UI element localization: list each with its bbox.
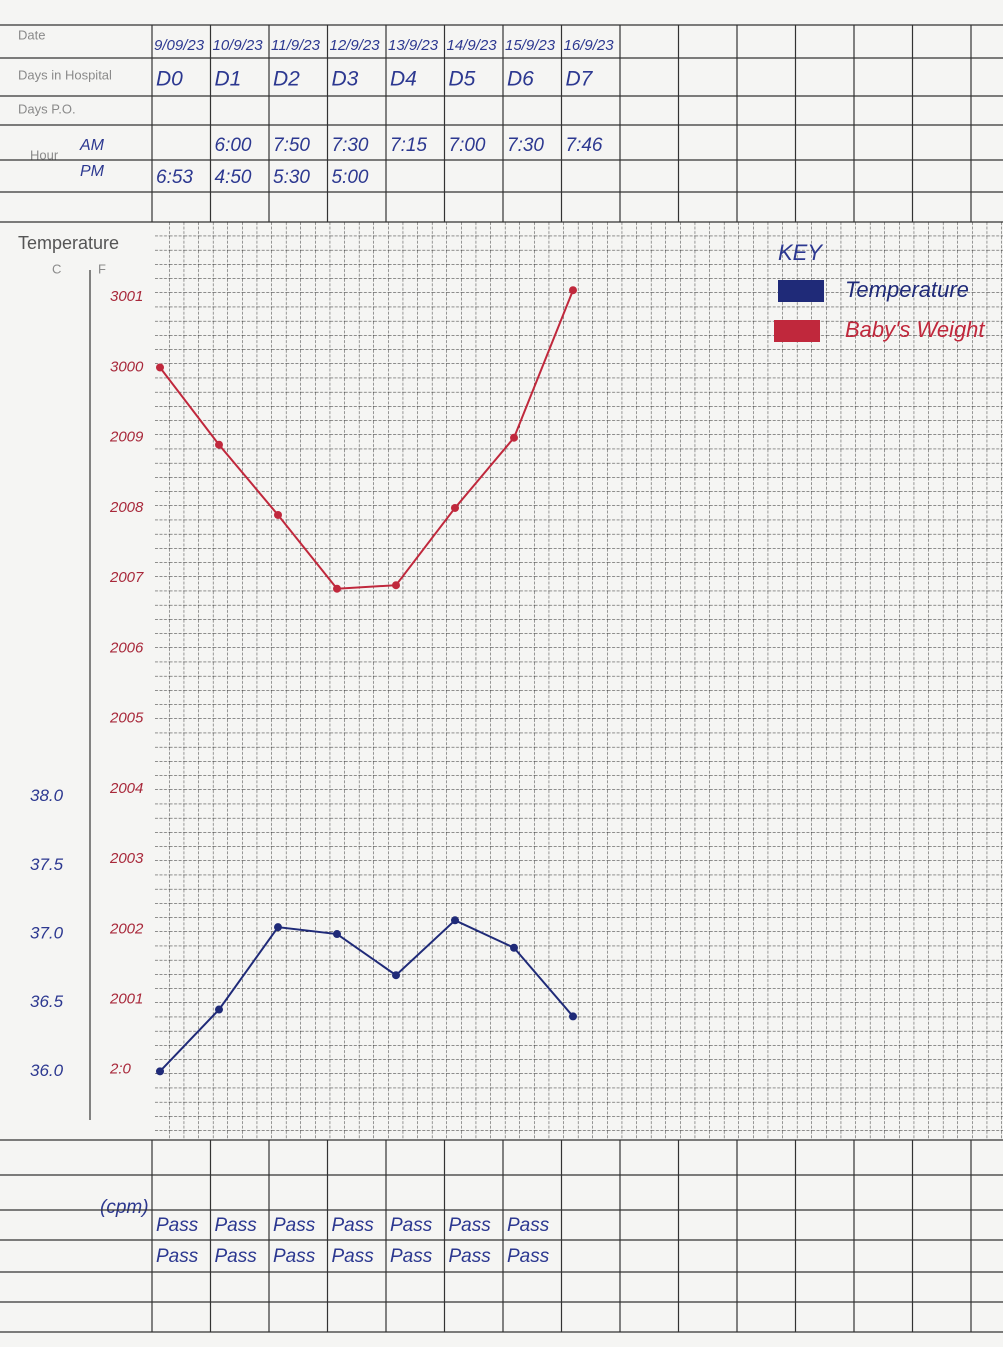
chart-sheet: Date Days in Hospital Days P.O. Hour AM … — [0, 0, 1003, 1347]
data-point — [510, 944, 518, 952]
data-point — [451, 916, 459, 924]
checks_2-cell: Pass — [273, 1246, 316, 1267]
y-axis-title: Temperature — [18, 233, 119, 253]
checks_1-cell: Pass — [332, 1215, 375, 1236]
checks_2-cell: Pass — [332, 1246, 375, 1267]
data-point — [451, 504, 459, 512]
data-point — [569, 1012, 577, 1020]
days-cell: D6 — [507, 68, 534, 91]
data-point — [333, 930, 341, 938]
y2-tick-label: 3000 — [110, 358, 144, 375]
data-point — [510, 434, 518, 442]
days-cell: D4 — [390, 68, 417, 91]
data-point — [333, 585, 341, 593]
y2-tick-label: 2006 — [109, 639, 144, 656]
days-cell: D3 — [332, 68, 359, 91]
y2-tick-label: 2:0 — [109, 1061, 132, 1078]
y2-tick-label: 2009 — [109, 429, 144, 446]
legend-label: Baby's Weight — [845, 317, 985, 342]
y2-tick-label: 2002 — [109, 920, 144, 937]
x-tick-label: 16/9/23 — [564, 37, 615, 54]
checks_2-cell: Pass — [215, 1246, 258, 1267]
am-cell: 7:30 — [332, 135, 369, 156]
y2-tick-label: 2007 — [109, 569, 144, 586]
y-unit: C — [52, 261, 61, 276]
data-point — [392, 971, 400, 979]
days-cell: D1 — [215, 68, 242, 91]
x-tick-label: 13/9/23 — [388, 37, 439, 54]
row-label: Date — [18, 27, 45, 42]
data-point — [156, 1067, 164, 1075]
checks_1-cell: Pass — [273, 1215, 316, 1236]
checks_1-cell: Pass — [215, 1215, 258, 1236]
graph-grid — [155, 222, 1003, 1140]
data-point — [274, 923, 282, 931]
data-point — [215, 1006, 223, 1014]
x-tick-label: 9/09/23 — [154, 37, 205, 54]
y-tick-label: 38.0 — [30, 786, 64, 805]
x-tick-label: 12/9/23 — [330, 37, 381, 54]
page: {"row_labels": {"date": "Date", "days": … — [0, 0, 1003, 1347]
checks_2-cell: Pass — [156, 1246, 199, 1267]
pm-cell: 5:30 — [273, 167, 310, 188]
y2-tick-label: 3001 — [110, 288, 143, 305]
y2-tick-label: 2003 — [109, 850, 144, 867]
checks_1-cell: Pass — [156, 1215, 199, 1236]
y2-tick-label: 2008 — [109, 499, 144, 516]
x-tick-label: 14/9/23 — [447, 37, 498, 54]
x-tick-label: 15/9/23 — [505, 37, 556, 54]
row-label: (cpm) — [100, 1197, 149, 1218]
y2-tick-label: 2001 — [109, 991, 143, 1008]
row-label: AM — [79, 137, 105, 154]
data-point — [274, 511, 282, 519]
data-point — [215, 441, 223, 449]
row-label: Days P.O. — [18, 101, 76, 116]
data-point — [392, 581, 400, 589]
data-point — [156, 363, 164, 371]
am-cell: 7:50 — [273, 135, 310, 156]
pm-cell: 5:00 — [332, 167, 369, 188]
y2-tick-label: 2005 — [109, 710, 144, 727]
y-tick-label: 36.5 — [30, 992, 64, 1011]
row-label: PM — [80, 163, 105, 180]
legend-swatch — [778, 280, 824, 302]
legend-swatch — [774, 320, 820, 342]
days-cell: D7 — [566, 68, 594, 91]
y2-tick-label: 2004 — [109, 780, 143, 797]
am-cell: 7:00 — [449, 135, 486, 156]
checks_1-cell: Pass — [507, 1215, 550, 1236]
days-cell: D5 — [449, 68, 476, 91]
checks_2-cell: Pass — [390, 1246, 433, 1267]
legend-label: Temperature — [845, 277, 969, 302]
days-cell: D2 — [273, 68, 300, 91]
y-tick-label: 37.5 — [30, 855, 64, 874]
y-tick-label: 37.0 — [30, 924, 64, 943]
y-tick-label: 36.0 — [30, 1061, 64, 1080]
am-cell: 7:30 — [507, 135, 544, 156]
am-cell: 7:46 — [566, 135, 603, 156]
checks_1-cell: Pass — [390, 1215, 433, 1236]
pm-cell: 6:53 — [156, 167, 193, 188]
data-point — [569, 286, 577, 294]
am-cell: 6:00 — [215, 135, 252, 156]
x-tick-label: 10/9/23 — [213, 37, 264, 54]
key-title: KEY — [778, 240, 823, 265]
days-cell: D0 — [156, 68, 183, 91]
x-tick-label: 11/9/23 — [271, 37, 321, 54]
row-label: Days in Hospital — [18, 67, 112, 82]
checks_1-cell: Pass — [449, 1215, 492, 1236]
am-cell: 7:15 — [390, 135, 427, 156]
pm-cell: 4:50 — [215, 167, 252, 188]
y2-unit: F — [98, 261, 106, 276]
checks_2-cell: Pass — [449, 1246, 492, 1267]
checks_2-cell: Pass — [507, 1246, 550, 1267]
